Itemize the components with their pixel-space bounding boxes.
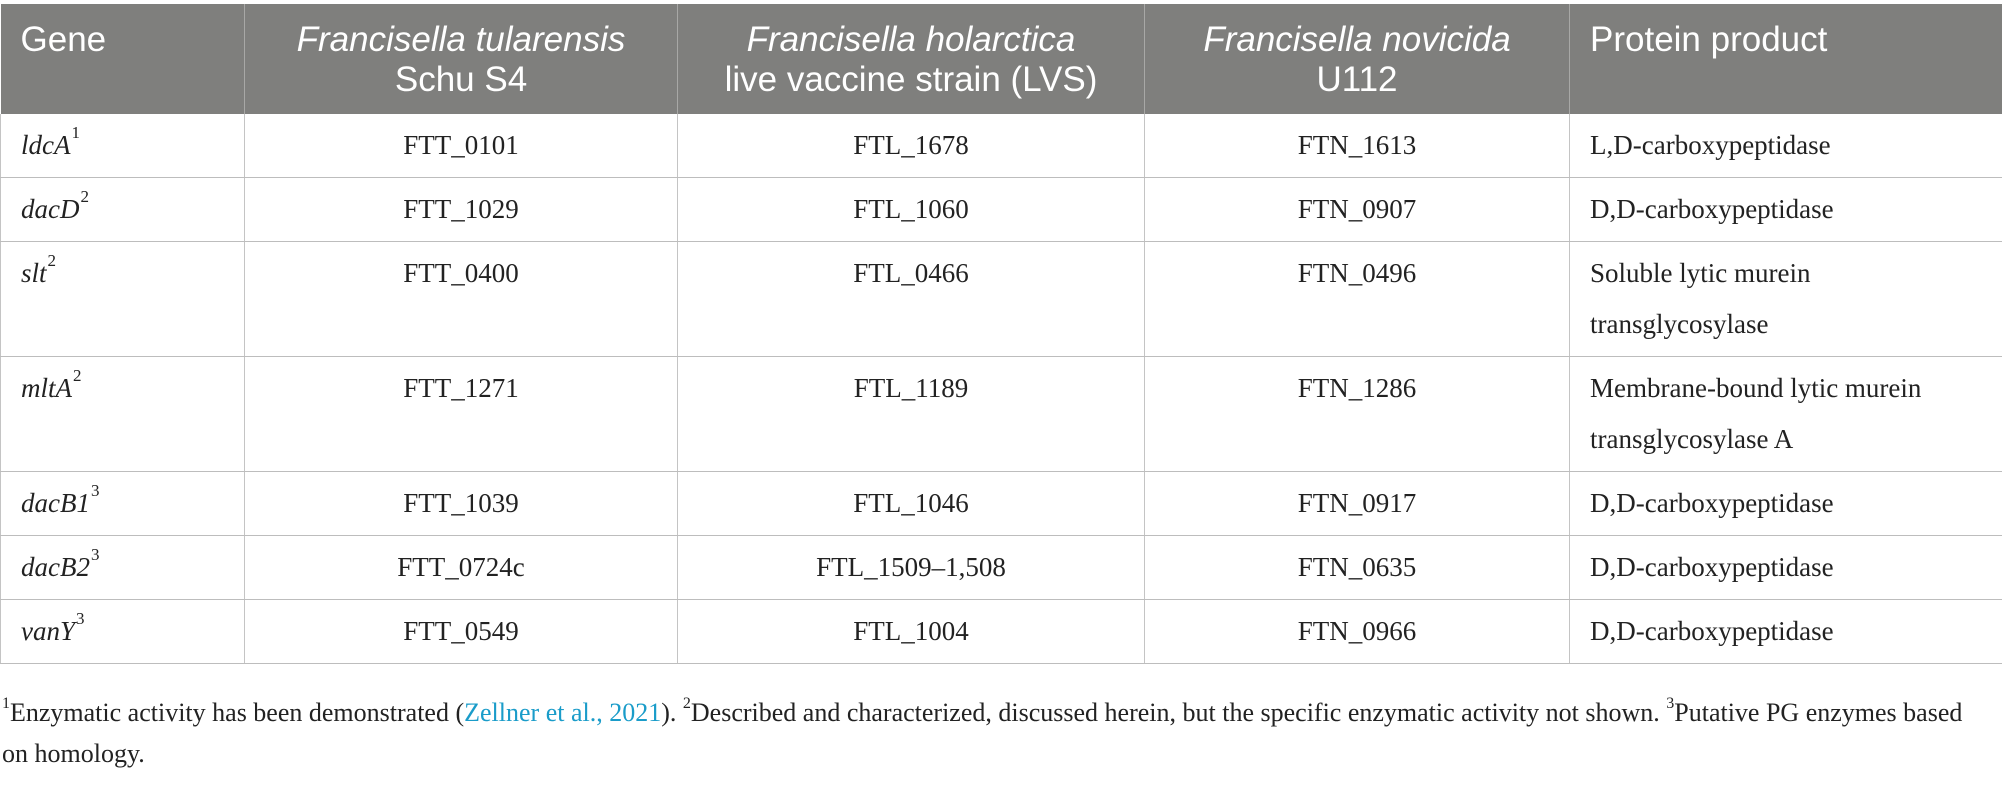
cell-protein-product: Membrane-bound lytic murein transglycosy… [1569,356,2002,472]
table-row: slt2 FTT_0400 FTL_0466 FTN_0496 Soluble lyti… [0,241,2002,357]
header-row: Gene Francisella tularensis Schu S4 Fran… [0,4,2002,114]
cell-schu-s4-locus: FTT_0549 [244,599,678,664]
gene-footnote-marker: 2 [47,251,57,270]
gene-footnote-marker: 3 [90,481,100,500]
cell-schu-s4-locus: FTT_1039 [244,471,678,536]
header-schu-s4: Francisella tularensis Schu S4 [244,4,678,114]
cell-gene: ldcA1 [0,114,245,178]
cell-gene: dacD2 [0,177,245,242]
gene-name: vanY [21,616,75,646]
cell-protein-product: D,D-carboxypeptidase [1569,471,2002,536]
table-row: vanY3 FTT_0549 FTL_1004 FTN_0966 D,D-carboxy… [0,599,2002,664]
table-row: dacB13 FTT_1039 FTL_1046 FTN_0917 D,D-carbox… [0,471,2002,536]
table-header: Gene Francisella tularensis Schu S4 Fran… [0,4,2002,114]
footnote-1-text: Enzymatic activity has been demonstrated… [10,698,465,727]
header-strain-name: live vaccine strain (LVS) [724,60,1098,99]
gene-footnote-marker: 1 [71,123,80,142]
gene-table: Gene Francisella tularensis Schu S4 Fran… [0,4,2002,664]
gene-name: dacD [21,194,80,224]
header-species-name: Francisella holarctica [746,20,1076,59]
table-row: dacD2 FTT_1029 FTL_1060 FTN_0907 D,D-carboxy… [0,177,2002,242]
cell-gene: vanY3 [0,599,245,664]
footnote-marker-2: 2 [682,695,691,712]
gene-name: dacB2 [21,552,90,582]
header-species-name: Francisella tularensis [296,20,626,59]
cell-protein-product: D,D-carboxypeptidase [1569,535,2002,600]
header-u112: Francisella novicida U112 [1144,4,1570,114]
cell-lvs-locus: FTL_1509–1,508 [677,535,1145,600]
footnote-marker-1: 1 [2,695,10,712]
gene-name: ldcA [21,130,71,160]
cell-protein-product: L,D-carboxypeptidase [1569,114,2002,178]
gene-footnote-marker: 2 [80,187,89,206]
cell-gene: dacB13 [0,471,245,536]
cell-lvs-locus: FTL_1004 [677,599,1145,664]
footnote-3-text: Putative PG enzymes based on homology. [2,698,1963,768]
cell-schu-s4-locus: FTT_0101 [244,114,678,178]
table-row: ldcA1 FTT_0101 FTL_1678 FTN_1613 L,D-carboxy… [0,114,2002,178]
header-lvs: Francisella holarctica live vaccine stra… [677,4,1145,114]
cell-gene: dacB23 [0,535,245,600]
gene-name: dacB1 [21,488,90,518]
footnote-1-close: ). [661,698,683,727]
cell-gene: mltA2 [0,356,245,472]
cell-lvs-locus: FTL_1678 [677,114,1145,178]
cell-schu-s4-locus: FTT_1029 [244,177,678,242]
cell-protein-product: Soluble lytic murein transglycosylase [1569,241,2002,357]
cell-u112-locus: FTN_0635 [1144,535,1570,600]
cell-lvs-locus: FTL_1060 [677,177,1145,242]
header-species-name: Francisella novicida [1203,20,1511,59]
cell-u112-locus: FTN_1613 [1144,114,1570,178]
cell-schu-s4-locus: FTT_0724c [244,535,678,600]
cell-schu-s4-locus: FTT_1271 [244,356,678,472]
table-body: ldcA1 FTT_0101 FTL_1678 FTN_1613 L,D-carboxy… [0,114,2002,664]
header-protein-label: Protein product [1590,20,1828,59]
gene-name: slt [21,258,47,288]
footnote-marker-3: 3 [1666,695,1675,712]
reference-link-zellner[interactable]: Zellner et al., 2021 [464,698,662,727]
header-protein-product: Protein product [1569,4,2002,114]
cell-u112-locus: FTN_1286 [1144,356,1570,472]
cell-u112-locus: FTN_0917 [1144,471,1570,536]
cell-lvs-locus: FTL_0466 [677,241,1145,357]
cell-protein-product: D,D-carboxypeptidase [1569,599,2002,664]
gene-footnote-marker: 2 [73,366,82,385]
table-row: dacB23 FTT_0724c FTL_1509–1,508 FTN_0635 D,D… [0,535,2002,600]
cell-protein-product: D,D-carboxypeptidase [1569,177,2002,242]
cell-u112-locus: FTN_0907 [1144,177,1570,242]
header-strain-name: Schu S4 [394,60,528,99]
header-gene-label: Gene [20,20,107,59]
cell-u112-locus: FTN_0966 [1144,599,1570,664]
header-strain-name: U112 [1316,60,1398,99]
header-gene: Gene [0,4,245,114]
gene-name: mltA [21,373,72,403]
cell-lvs-locus: FTL_1189 [677,356,1145,472]
cell-u112-locus: FTN_0496 [1144,241,1570,357]
gene-footnote-marker: 3 [76,609,85,628]
footnote-2-text: Described and characterized, discussed h… [690,698,1667,727]
cell-lvs-locus: FTL_1046 [677,471,1145,536]
footnotes: 1Enzymatic activity has been demonstrate… [0,664,1990,774]
cell-schu-s4-locus: FTT_0400 [244,241,678,357]
table-row: mltA2 FTT_1271 FTL_1189 FTN_1286 Membrane-bo… [0,356,2002,472]
cell-gene: slt2 [0,241,245,357]
gene-footnote-marker: 3 [90,545,100,564]
